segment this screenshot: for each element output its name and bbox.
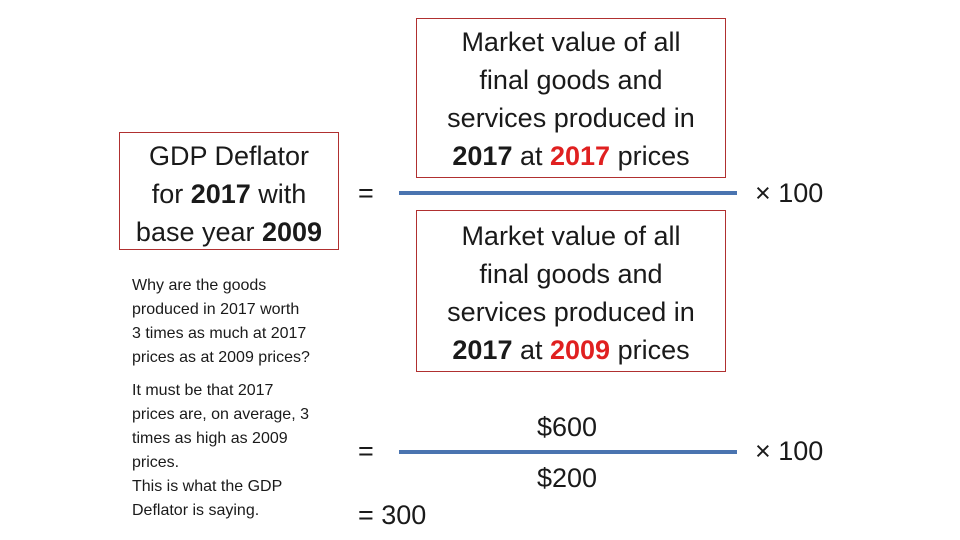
denominator-line-4: 2017 at 2009 prices (417, 331, 725, 369)
question-line-2: produced in 2017 worth (132, 301, 300, 318)
fraction-line-top (399, 191, 737, 195)
denominator-prices: prices (610, 335, 690, 365)
numerator-at: at (512, 141, 550, 171)
answer-line-3: times as high as 2009 (132, 430, 288, 447)
numerator-price-year: 2017 (550, 141, 611, 171)
left-box-year-2017: 2017 (190, 179, 251, 209)
numerator-box: Market value of all final goods and serv… (416, 18, 726, 178)
numerator-prices: prices (610, 141, 690, 171)
left-box-line-1: GDP Deflator (148, 141, 310, 171)
denominator-line-2: final goods and (479, 259, 663, 289)
times-100-top: × 100 (755, 178, 824, 208)
left-box-line-2-post: with (250, 179, 307, 209)
left-box-line-3-pre: base year (135, 217, 262, 247)
numeric-denominator: $200 (537, 463, 598, 493)
answer-line-5: This is what the GDP (132, 478, 283, 495)
gdp-deflator-label-box: GDP Deflator for 2017 with base year 200… (119, 132, 339, 250)
denominator-line-1: Market value of all (461, 221, 681, 251)
left-box-base-year: 2009 (262, 217, 323, 247)
numerator-line-4: 2017 at 2017 prices (417, 137, 725, 175)
denominator-at: at (512, 335, 550, 365)
numerator-line-2: final goods and (479, 65, 663, 95)
denominator-box: Market value of all final goods and serv… (416, 210, 726, 372)
denominator-year: 2017 (452, 335, 513, 365)
question-line-1: Why are the goods (132, 277, 267, 294)
left-box-line-3: base year 2009 (120, 213, 338, 251)
left-box-line-2-pre: for (151, 179, 191, 209)
answer-line-4: prices. (132, 454, 180, 471)
numerator-year: 2017 (452, 141, 513, 171)
numerator-line-3: services produced in (447, 103, 695, 133)
equals-sign-top: = (358, 178, 374, 208)
denominator-line-3: services produced in (447, 297, 695, 327)
numeric-numerator: $600 (537, 412, 598, 442)
question-line-4: prices as at 2009 prices? (132, 349, 310, 366)
denominator-price-year: 2009 (550, 335, 611, 365)
question-line-3: 3 times as much at 2017 (132, 325, 307, 342)
answer-line-6: Deflator is saying. (132, 502, 260, 519)
answer-note: It must be that 2017 prices are, on aver… (132, 379, 362, 523)
answer-line-2: prices are, on average, 3 (132, 406, 309, 423)
result-value: = 300 (358, 500, 427, 530)
left-box-line-2: for 2017 with (120, 175, 338, 213)
equals-sign-bottom: = (358, 436, 374, 466)
numerator-line-1: Market value of all (461, 27, 681, 57)
times-100-bottom: × 100 (755, 436, 824, 466)
answer-line-1: It must be that 2017 (132, 382, 274, 399)
question-note: Why are the goods produced in 2017 worth… (132, 274, 362, 370)
fraction-line-bottom (399, 450, 737, 454)
